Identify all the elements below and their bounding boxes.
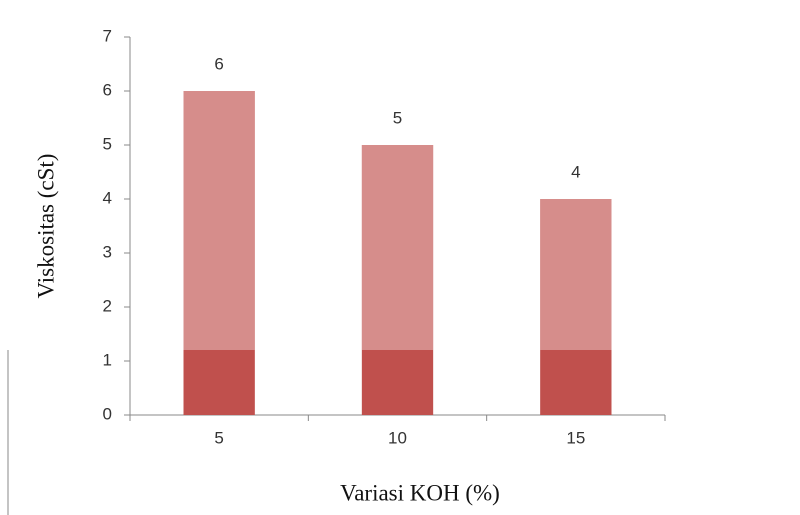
data-label: 6	[214, 54, 223, 73]
x-tick-label: 15	[566, 428, 585, 447]
watermark-tint	[361, 145, 434, 350]
x-axis-label: Variasi KOH (%)	[340, 480, 500, 505]
bar	[183, 91, 255, 415]
watermark-tint	[183, 91, 255, 350]
y-tick-label: 6	[103, 80, 112, 99]
bar	[361, 145, 434, 415]
y-tick-label: 3	[103, 242, 112, 261]
y-tick-label: 5	[103, 134, 112, 153]
y-tick-label: 2	[103, 296, 112, 315]
bar	[540, 199, 612, 415]
data-label: 5	[393, 108, 402, 127]
y-tick-label: 4	[103, 188, 112, 207]
y-tick-label: 0	[103, 404, 112, 423]
y-tick-label: 7	[103, 26, 112, 45]
watermark-tint	[540, 199, 612, 350]
y-tick-label: 1	[103, 350, 112, 369]
data-label: 4	[571, 162, 580, 181]
y-axis-label: Viskositas (cSt)	[33, 154, 58, 299]
x-tick-label: 5	[214, 428, 223, 447]
x-tick-label: 10	[388, 428, 407, 447]
